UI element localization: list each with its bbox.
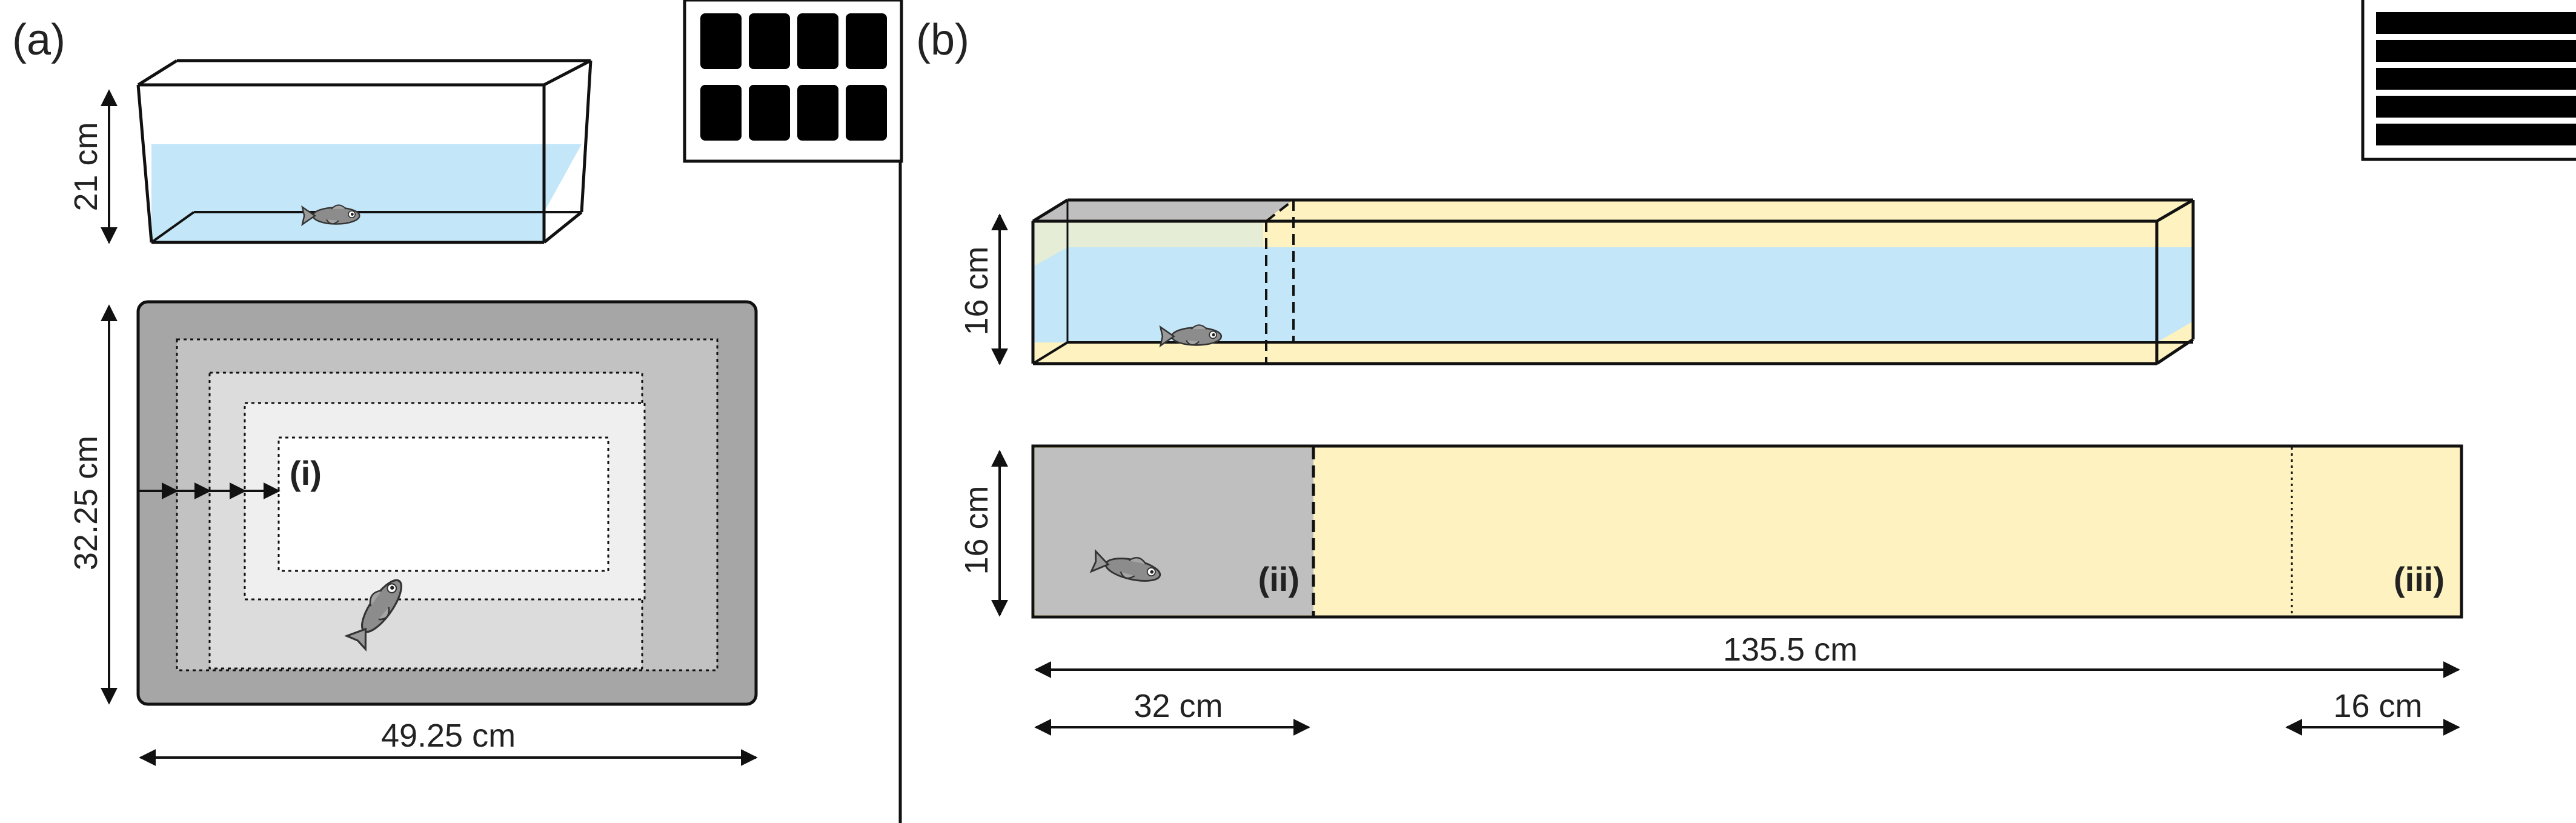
dim-b-end-length-label: 16 cm bbox=[2333, 688, 2422, 724]
dim-a-top-width-label: 49.25 cm bbox=[381, 718, 516, 754]
zone-ii-label: (ii) bbox=[1258, 560, 1300, 598]
panel-a-label: (a) bbox=[12, 16, 65, 64]
arena-a-top-view bbox=[136, 300, 758, 706]
dim-a-side-height-label: 21 cm bbox=[68, 122, 104, 211]
dim-a-top-height-label: 32.25 cm bbox=[68, 436, 104, 570]
dim-b-start-length-label: 32 cm bbox=[1134, 688, 1223, 724]
tank-a-side-view bbox=[136, 59, 593, 244]
dim-b-top-height-label: 16 cm bbox=[958, 485, 995, 575]
dim-b-total-length-label: 135.5 cm bbox=[1723, 631, 1857, 668]
zone-i-label: (i) bbox=[290, 454, 322, 492]
light-panel-strips-icon bbox=[2361, 0, 2576, 161]
panel-b-label: (b) bbox=[916, 16, 969, 64]
zone-iii-label: (iii) bbox=[2394, 560, 2445, 598]
channel-b-top-view bbox=[1031, 444, 2463, 619]
tank-b-side-view bbox=[1031, 198, 2195, 365]
dim-b-side-height-label: 16 cm bbox=[958, 246, 995, 335]
light-panel-4x2-icon bbox=[683, 0, 903, 163]
